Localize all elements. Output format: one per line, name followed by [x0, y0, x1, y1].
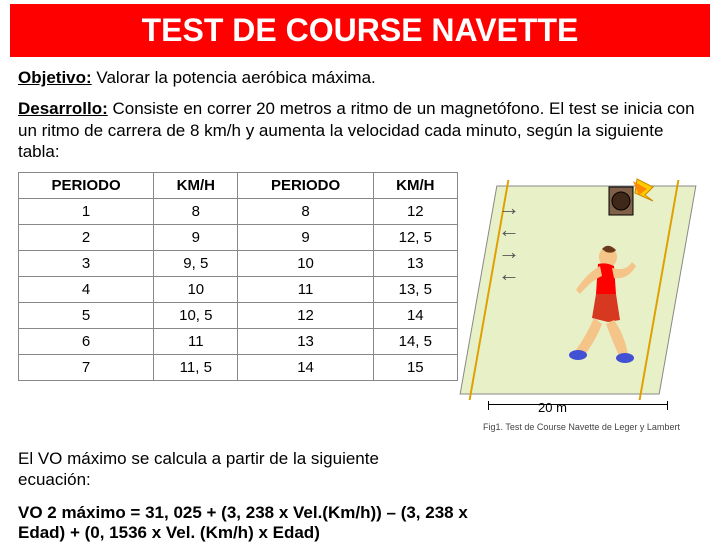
table-row: 6111314, 5 — [19, 329, 458, 355]
table-cell: 8 — [154, 199, 238, 225]
table-cell: 10 — [154, 277, 238, 303]
table-cell: 8 — [238, 199, 373, 225]
table-cell: 5 — [19, 303, 154, 329]
table-row: 18812 — [19, 199, 458, 225]
table-header: KM/H — [154, 173, 238, 199]
table-cell: 10 — [238, 251, 373, 277]
table-cell: 14 — [238, 355, 373, 381]
table-cell: 11 — [154, 329, 238, 355]
table-cell: 14, 5 — [373, 329, 457, 355]
table-cell: 6 — [19, 329, 154, 355]
table-cell: 13 — [238, 329, 373, 355]
table-cell: 14 — [373, 303, 457, 329]
desarrollo-label: Desarrollo: — [18, 99, 108, 118]
footer-text: El VO máximo se calcula a partir de la s… — [18, 448, 438, 491]
illustration-caption: Fig1. Test de Course Navette de Leger y … — [483, 422, 680, 432]
table-cell: 13 — [373, 251, 457, 277]
table-cell: 4 — [19, 277, 154, 303]
runner-icon — [558, 242, 648, 372]
table-cell: 9 — [154, 225, 238, 251]
table-header: KM/H — [373, 173, 457, 199]
speaker-icon — [603, 177, 658, 222]
speed-table: PERIODOKM/HPERIODOKM/H 1881229912, 539, … — [18, 172, 458, 381]
content-area: Objetivo: Valorar la potencia aeróbica m… — [0, 67, 720, 543]
table-header: PERIODO — [238, 173, 373, 199]
direction-arrows: →←→← — [498, 197, 520, 285]
table-row: 4101113, 5 — [19, 277, 458, 303]
table-and-illustration-row: PERIODOKM/HPERIODOKM/H 1881229912, 539, … — [18, 172, 702, 442]
table-cell: 13, 5 — [373, 277, 457, 303]
table-header: PERIODO — [19, 173, 154, 199]
table-cell: 9, 5 — [154, 251, 238, 277]
objetivo-text: Valorar la potencia aeróbica máxima. — [92, 68, 376, 87]
objetivo-section: Objetivo: Valorar la potencia aeróbica m… — [18, 67, 702, 88]
table-row: 39, 51013 — [19, 251, 458, 277]
desarrollo-text: Consiste en correr 20 metros a ritmo de … — [18, 99, 695, 161]
course-illustration: →←→← 20 m Fig1. Test de — [448, 172, 698, 442]
table-row: 29912, 5 — [19, 225, 458, 251]
table-cell: 12, 5 — [373, 225, 457, 251]
table-cell: 2 — [19, 225, 154, 251]
table-cell: 3 — [19, 251, 154, 277]
table-row: 711, 51415 — [19, 355, 458, 381]
table-cell: 9 — [238, 225, 373, 251]
formula-text: VO 2 máximo = 31, 025 + (3, 238 x Vel.(K… — [18, 503, 478, 543]
table-cell: 12 — [238, 303, 373, 329]
dimension-label: 20 m — [538, 400, 567, 415]
table-cell: 10, 5 — [154, 303, 238, 329]
table-cell: 7 — [19, 355, 154, 381]
table-row: 510, 51214 — [19, 303, 458, 329]
objetivo-label: Objetivo: — [18, 68, 92, 87]
dimension-line — [488, 404, 668, 405]
table-cell: 1 — [19, 199, 154, 225]
desarrollo-section: Desarrollo: Consiste en correr 20 metros… — [18, 98, 702, 162]
page-title: TEST DE COURSE NAVETTE — [10, 4, 710, 57]
table-cell: 11, 5 — [154, 355, 238, 381]
table-cell: 12 — [373, 199, 457, 225]
table-cell: 15 — [373, 355, 457, 381]
table-cell: 11 — [238, 277, 373, 303]
